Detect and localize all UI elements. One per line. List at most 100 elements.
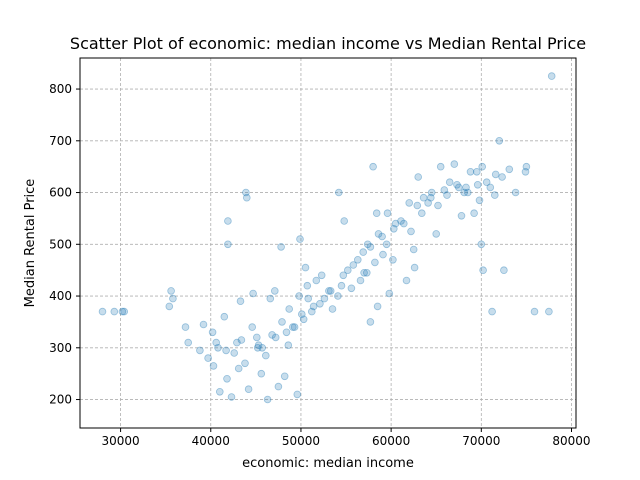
scatter-point (167, 287, 175, 295)
x-tick-label: 50000 (282, 434, 320, 448)
scatter-point (303, 281, 312, 290)
scatter-point (209, 362, 218, 370)
scatter-point (98, 307, 107, 316)
scatter-point (234, 364, 243, 373)
scatter-point (257, 369, 266, 378)
scatter-point (359, 248, 368, 256)
scatter-point (443, 191, 451, 199)
scatter-point (304, 294, 313, 303)
x-tick-label: 30000 (101, 434, 139, 448)
scatter-point (545, 307, 553, 316)
y-tick-label: 700 (49, 134, 72, 148)
scatter-point (227, 393, 236, 401)
scatter-point (297, 310, 306, 319)
scatter-point (454, 183, 463, 192)
scatter-point (268, 331, 276, 339)
scatter-point (230, 349, 239, 357)
scatter-point (366, 318, 375, 326)
scatter-point (360, 268, 368, 277)
scatter-point (460, 188, 469, 197)
scatter-point (233, 338, 241, 347)
scatter-point (470, 209, 478, 218)
scatter-point (320, 294, 329, 303)
scatter-point (278, 318, 286, 326)
scatter-point (477, 240, 486, 249)
scatter-point (339, 271, 348, 280)
scatter-point (216, 387, 224, 396)
x-tick-label: 40000 (192, 434, 230, 448)
scatter-point (530, 307, 539, 316)
x-tick-label: 80000 (552, 434, 590, 448)
scatter-point (414, 173, 423, 181)
scatter-point (498, 173, 506, 181)
scatter-point (266, 294, 275, 303)
scatter-point (317, 271, 326, 280)
scatter-point (258, 343, 267, 352)
scatter-point (199, 320, 208, 329)
scatter-point (488, 307, 496, 316)
scatter-point (356, 276, 365, 285)
scatter-point (288, 323, 297, 331)
scatter-point (463, 188, 472, 197)
scatter-point (374, 230, 383, 238)
scatter-point (505, 165, 514, 174)
scatter-point (196, 346, 204, 355)
scatter-point (295, 292, 303, 300)
scatter-point (385, 289, 394, 298)
scatter-point (296, 235, 304, 243)
scatter-point (372, 209, 381, 218)
scatter-point (407, 227, 415, 236)
y-tick-label: 600 (49, 186, 72, 200)
scatter-point (293, 390, 302, 399)
scatter-point (436, 162, 445, 171)
y-axis-ticks: 200 300 400 500 600 700 800 (49, 82, 80, 407)
scatter-point (224, 217, 232, 225)
scatter-point (169, 294, 177, 303)
scatter-point (486, 183, 495, 192)
scatter-point (284, 341, 293, 350)
scatter-point (409, 245, 418, 254)
scatter-point (479, 266, 487, 275)
scatter-point (490, 191, 499, 199)
scatter-point (371, 258, 379, 267)
chart-title: Scatter Plot of economic: median income … (70, 34, 586, 53)
scatter-point (241, 359, 249, 368)
scatter-point (522, 162, 531, 171)
scatter-point (450, 160, 459, 168)
scatter-point (337, 281, 346, 290)
scatter-point (214, 343, 222, 352)
scatter-point (453, 181, 461, 189)
scatter-point (389, 255, 397, 264)
scatter-point (270, 287, 279, 295)
scatter-point (181, 323, 190, 331)
scatter-point (277, 243, 285, 251)
scatter-point (417, 209, 426, 218)
scatter-point (389, 225, 398, 233)
scatter-point (432, 230, 441, 238)
x-tick-label: 70000 (462, 434, 500, 448)
scatter-point (482, 178, 491, 187)
scatter-point (285, 305, 294, 313)
scatter-point (110, 307, 119, 316)
scatter-point (252, 333, 261, 342)
scatter-point (478, 162, 487, 171)
scatter-point (347, 284, 356, 293)
scatter-point (475, 196, 484, 205)
scatter-point (466, 168, 475, 176)
scatter-point (472, 168, 481, 176)
plot-frame (79, 57, 577, 429)
scatter-point (243, 193, 251, 202)
scatter-point (309, 302, 318, 311)
y-tick-label: 300 (49, 341, 72, 355)
scatter-point (547, 72, 556, 80)
scatter-point (366, 243, 375, 251)
grid-lines (80, 58, 576, 428)
scatter-point (383, 209, 392, 218)
scatter-point (271, 333, 280, 342)
scatter-point (391, 219, 400, 228)
scatter-point (312, 276, 321, 285)
scatter-point (427, 188, 436, 197)
scatter-point (237, 336, 246, 344)
scatter-point (118, 307, 127, 316)
scatter-point (224, 240, 232, 249)
